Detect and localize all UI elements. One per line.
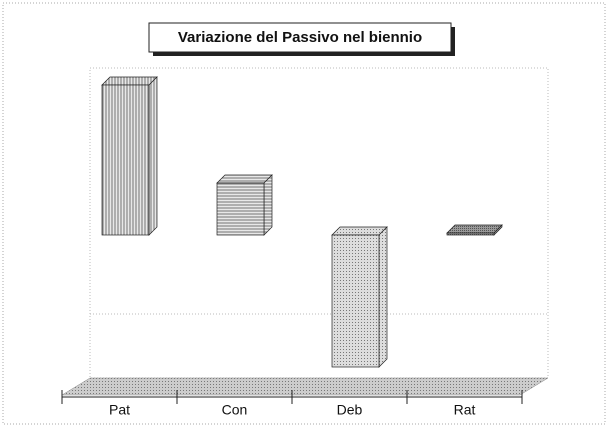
bar-side xyxy=(263,174,273,236)
bar-top xyxy=(331,226,388,236)
bar-side xyxy=(148,76,158,236)
x-tick-label: Deb xyxy=(337,402,363,418)
x-tick-label: Rat xyxy=(454,402,476,418)
bar xyxy=(446,232,495,236)
title-box xyxy=(148,22,452,53)
bar-top xyxy=(446,224,503,234)
chart-title: Variazione del Passivo nel biennio xyxy=(178,29,422,46)
bar xyxy=(216,182,265,236)
bar-top xyxy=(216,174,273,184)
bar-top xyxy=(101,76,158,86)
floor xyxy=(61,377,549,396)
back-wall xyxy=(89,67,549,379)
bar xyxy=(331,234,380,368)
x-tick-label: Con xyxy=(222,402,248,418)
x-tick-label: Pat xyxy=(109,402,130,418)
bar xyxy=(101,84,150,236)
bar-side xyxy=(378,226,388,368)
